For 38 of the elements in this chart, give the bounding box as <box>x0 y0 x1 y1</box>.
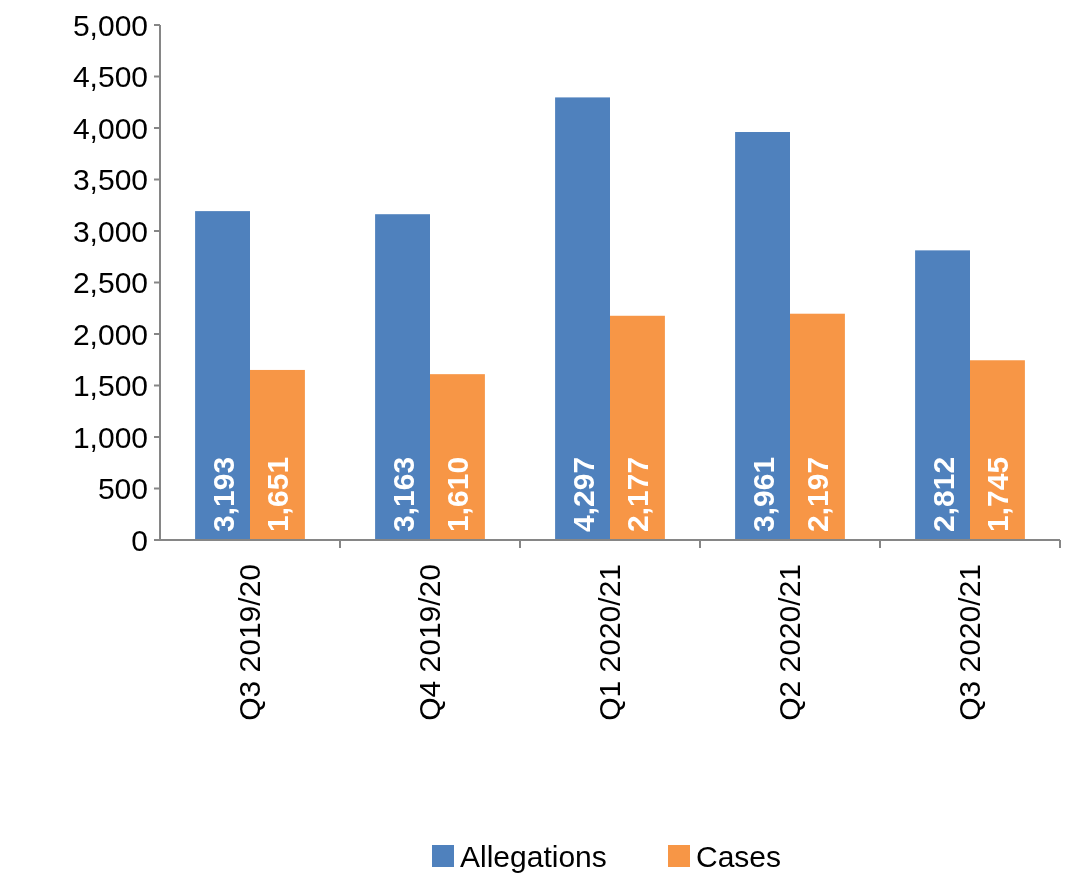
data-label: 3,163 <box>386 456 420 532</box>
x-tick-label: Q4 2019/20 <box>413 564 446 721</box>
bar <box>375 214 430 540</box>
bar <box>610 315 665 540</box>
y-tick-label: 5,000 <box>72 8 148 42</box>
y-tick-label: 1,000 <box>72 420 148 454</box>
data-label: 2,812 <box>926 456 960 532</box>
y-tick-label: 2,500 <box>72 266 148 299</box>
data-label: 1,651 <box>261 456 295 532</box>
bar <box>915 250 970 540</box>
y-tick-label: 3,500 <box>72 163 148 196</box>
y-tick-label: 4,000 <box>72 111 148 145</box>
data-label: 1,745 <box>981 456 1015 532</box>
y-tick-label: 1,500 <box>72 369 148 402</box>
data-label: 3,961 <box>746 456 780 532</box>
data-label: 4,297 <box>566 456 600 532</box>
data-label: 2,197 <box>801 456 835 532</box>
bar <box>970 360 1025 540</box>
y-tick-label: 3,000 <box>72 214 148 248</box>
bar <box>195 211 250 540</box>
y-tick-label: 2,000 <box>72 317 148 351</box>
x-tick-label: Q2 2020/21 <box>773 564 806 721</box>
legend-label: Allegations <box>460 839 607 873</box>
bar <box>555 97 610 540</box>
data-label: 1,610 <box>441 456 475 532</box>
legend-label: Cases <box>696 839 782 873</box>
y-tick-label: 500 <box>97 472 148 505</box>
bar <box>250 369 305 540</box>
x-tick-label: Q3 2020/21 <box>953 564 986 721</box>
bar <box>430 374 485 540</box>
x-tick-label: Q1 2020/21 <box>593 564 626 721</box>
bar <box>790 313 845 540</box>
data-label: 2,177 <box>621 456 655 532</box>
bar <box>735 132 790 540</box>
data-label: 3,193 <box>206 456 240 532</box>
y-tick-label: 0 <box>131 523 148 557</box>
x-tick-label: Q3 2019/20 <box>233 564 266 721</box>
y-tick-label: 4,500 <box>72 60 148 93</box>
